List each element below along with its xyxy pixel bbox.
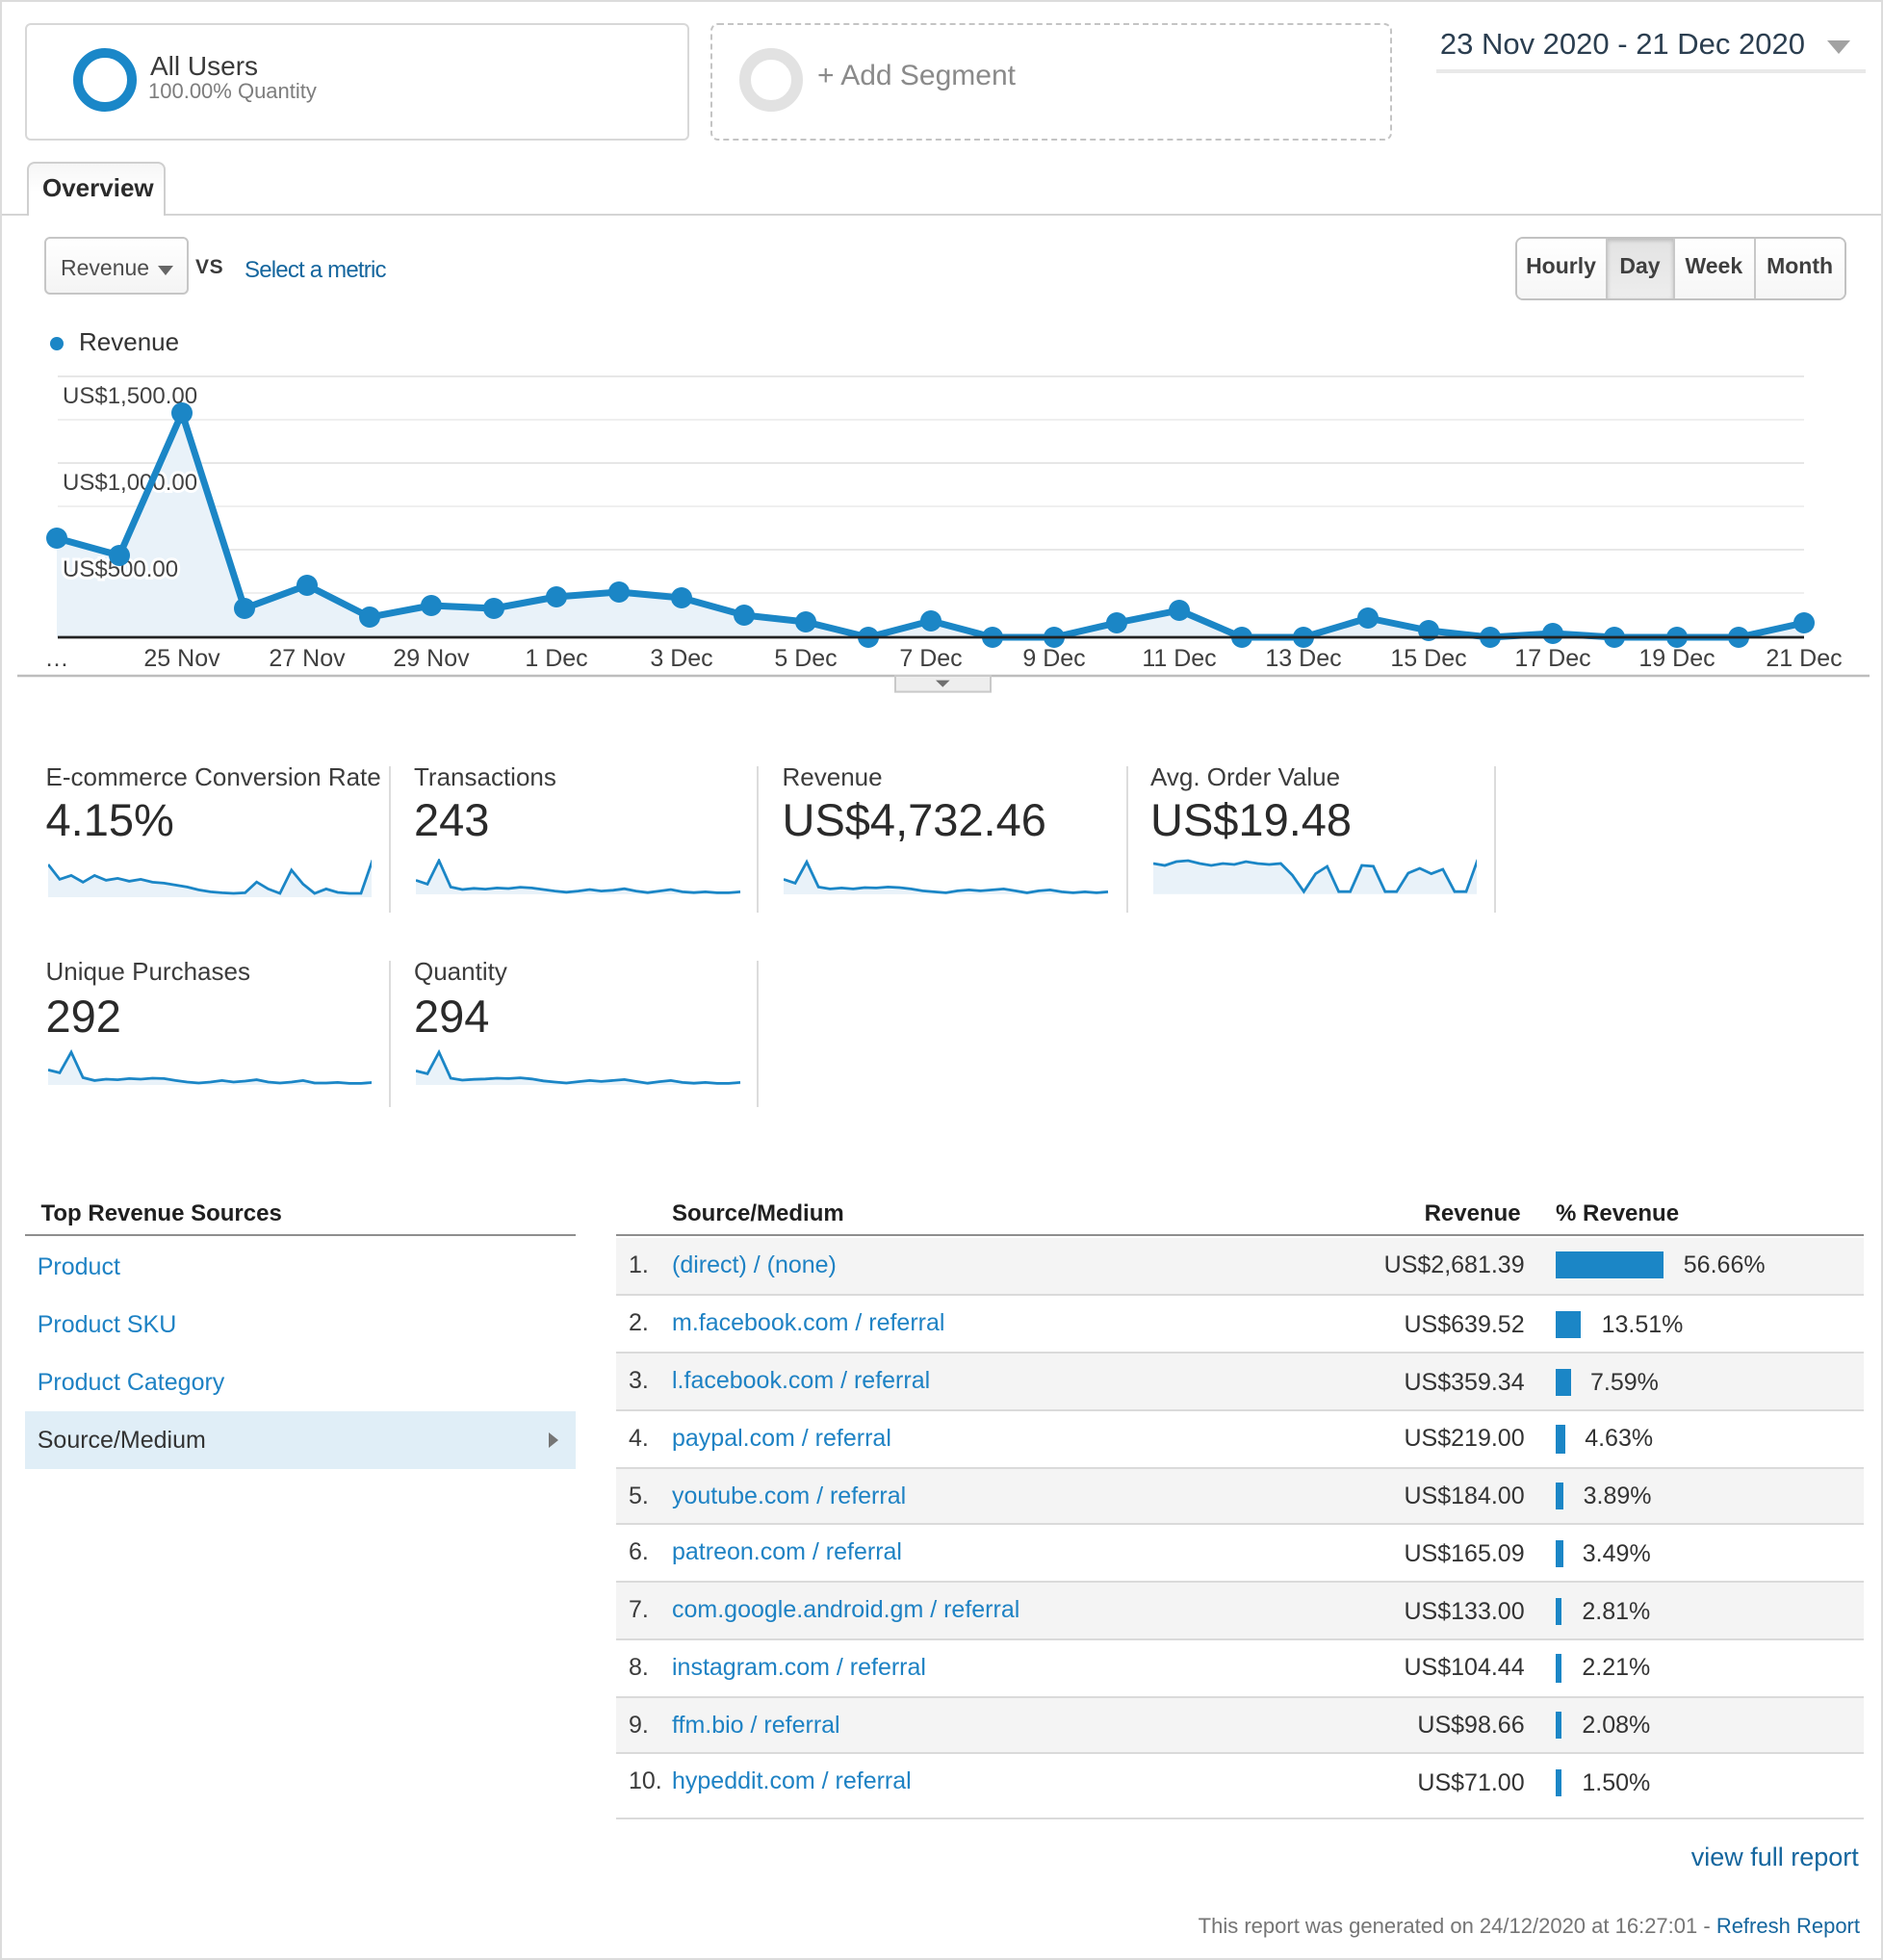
svg-text:17 Dec: 17 Dec [1514,645,1590,672]
svg-text:3 Dec: 3 Dec [650,645,712,672]
svg-text:…: … [45,645,69,672]
svg-text:US$1,000.00: US$1,000.00 [63,470,197,496]
svg-text:19 Dec: 19 Dec [1638,645,1715,672]
svg-text:25 Nov: 25 Nov [143,645,220,672]
svg-text:1 Dec: 1 Dec [525,645,587,672]
svg-text:21 Dec: 21 Dec [1766,645,1842,672]
svg-text:13 Dec: 13 Dec [1265,645,1341,672]
svg-text:7 Dec: 7 Dec [899,645,962,672]
svg-text:29 Nov: 29 Nov [393,645,470,672]
svg-text:11 Dec: 11 Dec [1142,645,1216,672]
svg-text:5 Dec: 5 Dec [774,645,837,672]
svg-text:27 Nov: 27 Nov [269,645,346,672]
svg-text:9 Dec: 9 Dec [1022,645,1085,672]
svg-text:15 Dec: 15 Dec [1390,645,1466,672]
